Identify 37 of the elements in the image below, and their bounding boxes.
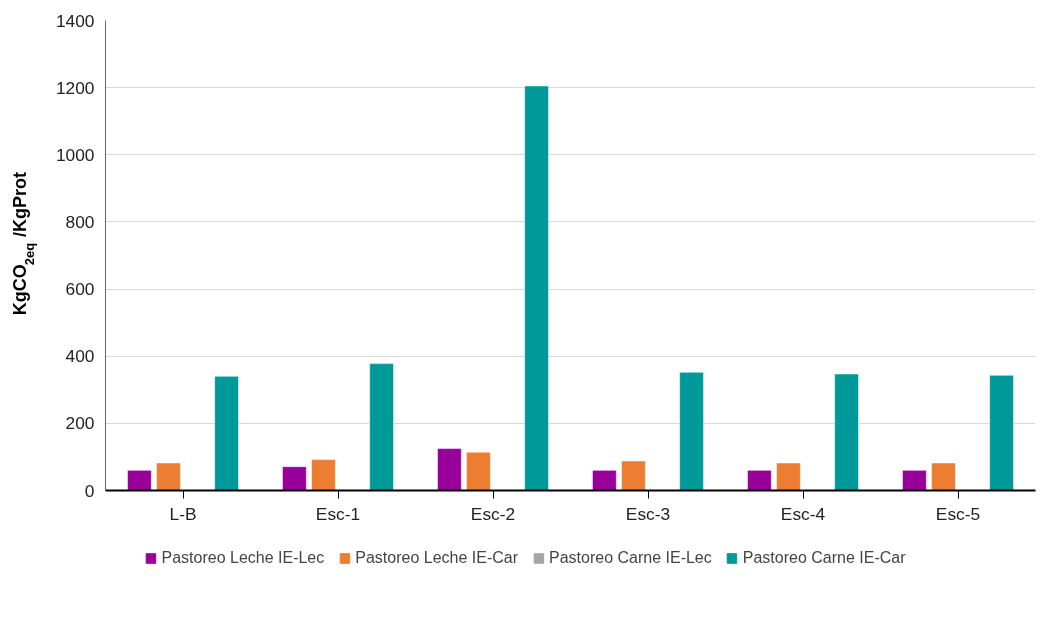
x-tick-label: Esc-2 bbox=[470, 503, 516, 524]
x-tick-label: Esc-3 bbox=[625, 503, 671, 524]
bar bbox=[931, 462, 956, 491]
legend-label: Pastoreo Leche IE-Lec bbox=[161, 548, 325, 567]
legend-label: Pastoreo Carne IE-Lec bbox=[549, 548, 712, 567]
x-tick-label: Esc-1 bbox=[315, 503, 361, 524]
y-tick-label: 1400 bbox=[55, 10, 95, 31]
legend-label: Pastoreo Leche IE-Car bbox=[355, 548, 519, 567]
bar bbox=[524, 85, 549, 491]
bar bbox=[282, 466, 307, 491]
x-tick-label: L-B bbox=[169, 503, 197, 524]
bar bbox=[369, 363, 394, 491]
bar bbox=[902, 470, 927, 491]
bar bbox=[466, 451, 491, 491]
y-tick-label: 1200 bbox=[55, 77, 95, 98]
x-tick-label: Esc-4 bbox=[780, 503, 826, 524]
bar bbox=[989, 375, 1014, 491]
y-tick-label: 800 bbox=[65, 211, 95, 232]
bar bbox=[311, 459, 336, 491]
y-tick-label: 400 bbox=[65, 346, 95, 367]
y-tick-label: 600 bbox=[65, 279, 95, 300]
bar bbox=[621, 460, 646, 491]
y-tick-label: 1000 bbox=[55, 144, 95, 165]
bar bbox=[214, 376, 239, 491]
bar bbox=[747, 470, 772, 491]
bar bbox=[156, 462, 181, 491]
y-tick-label: 200 bbox=[65, 413, 95, 434]
bar bbox=[776, 462, 801, 491]
bar bbox=[592, 470, 617, 491]
y-tick-label: 0 bbox=[84, 480, 95, 501]
bar bbox=[437, 448, 462, 491]
bar bbox=[834, 373, 859, 491]
legend-label: Pastoreo Carne IE-Car bbox=[742, 548, 906, 567]
bar bbox=[127, 470, 152, 491]
y-axis-title: KgCO2eq /KgProt bbox=[10, 172, 37, 316]
x-tick-label: Esc-5 bbox=[935, 503, 981, 524]
bar bbox=[679, 372, 704, 491]
